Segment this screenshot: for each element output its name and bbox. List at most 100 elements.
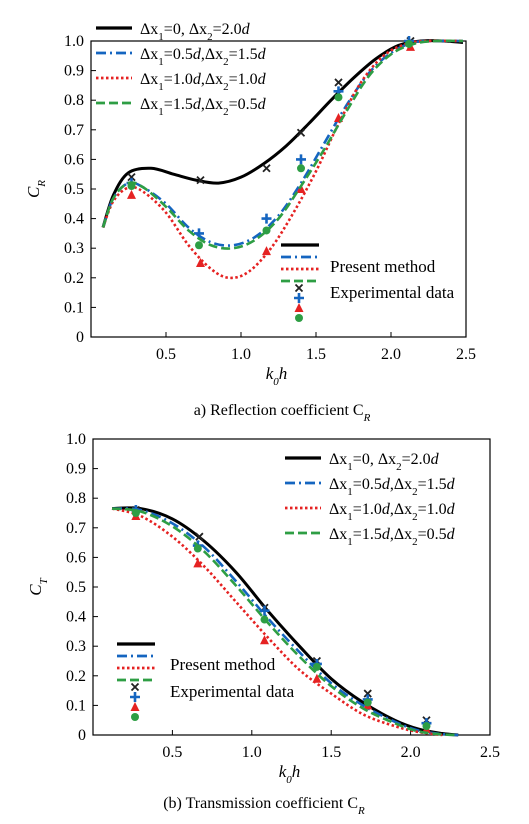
- subscript: 2: [223, 56, 229, 68]
- text-run: =1.0: [164, 71, 193, 88]
- legend-label-4: Δx1=1.5d,Δx2=0.5d: [140, 96, 267, 118]
- x-tick-label: 2.5: [456, 346, 476, 363]
- y-tick-label: 1.0: [66, 431, 86, 448]
- subscript: 2: [412, 511, 418, 523]
- data-point-3: [196, 258, 205, 267]
- key-marker-1: [294, 283, 304, 293]
- text-run: =0.5: [353, 476, 382, 493]
- data-point-4: [334, 93, 343, 102]
- subscript: 2: [412, 536, 418, 548]
- y-axis-label: CR: [24, 180, 48, 198]
- y-tick-label: 0.8: [64, 92, 84, 109]
- text-run: d: [382, 476, 391, 493]
- text-run: d: [258, 46, 267, 63]
- text-run: =0, Δx: [353, 451, 396, 468]
- chart-panel-reflection: 0 0.1 0.2 0.3 0.4 0.5 0.6 0.7 0.8 0.9 1.0 0.5 1.0 1.5…: [24, 21, 476, 424]
- data-point-1: [363, 689, 372, 698]
- text-run: =0.5: [164, 46, 193, 63]
- x-tick-label: 1.5: [306, 346, 326, 363]
- y-tick-label: 0.4: [66, 609, 86, 626]
- legend-label-3: Δx1=1.0d,Δx2=1.0d: [329, 501, 456, 523]
- data-point-2: [261, 213, 272, 224]
- text-run: d: [193, 46, 202, 63]
- x-tick-label: 0.5: [156, 346, 176, 363]
- subscript: 2: [396, 461, 402, 473]
- x-tick-label: 1.0: [242, 744, 262, 761]
- text-run: d: [382, 526, 391, 543]
- x-axis-label-tail: h: [279, 364, 288, 383]
- legend-label-2: Δx1=0.5d,Δx2=1.5d: [140, 46, 267, 68]
- y-tick-label: 0.5: [64, 181, 84, 198]
- text-run: ,Δx: [390, 501, 412, 518]
- text-run: C: [24, 186, 43, 198]
- data-point-4: [297, 164, 305, 173]
- y-tick-label: 0.9: [66, 461, 86, 478]
- y-tick-label: 0.1: [64, 299, 84, 316]
- y-tick-label: 1.0: [64, 33, 84, 50]
- text-run: Δx: [329, 476, 347, 493]
- key-marker-2: [130, 692, 140, 702]
- subscript: 2: [412, 486, 418, 498]
- text-run: C: [26, 584, 45, 596]
- text-run: k: [266, 364, 274, 383]
- data-point-3: [193, 558, 203, 568]
- subscript: 1: [347, 461, 353, 473]
- text-run: Δx: [329, 501, 347, 518]
- y-tick-label: 0: [78, 727, 86, 744]
- text-run: ,Δx: [201, 71, 223, 88]
- data-point-2: [296, 154, 306, 165]
- key-marker-4: [131, 713, 139, 721]
- data-point-3: [312, 673, 322, 683]
- text-run: d: [447, 476, 456, 493]
- y-tick-label: 0: [76, 329, 84, 346]
- subscript: 2: [223, 106, 229, 118]
- data-point-3: [127, 189, 136, 199]
- text-run: Δx: [140, 71, 158, 88]
- text-run: =1.5: [164, 96, 193, 113]
- legend-label-1: Δx1=0, Δx2=2.0d: [140, 21, 251, 43]
- series-line-2: [111, 507, 459, 737]
- subscript: 0: [273, 376, 279, 388]
- text-run: ,Δx: [390, 476, 412, 493]
- text-run: =1.0: [229, 71, 258, 88]
- data-point-1: [127, 173, 136, 182]
- legend-label-2: Δx1=0.5d,Δx2=1.5d: [329, 476, 456, 498]
- text-run: Δx: [329, 451, 347, 468]
- data-point-4: [262, 226, 271, 235]
- data-point-2: [259, 605, 270, 616]
- subscript: 1: [158, 31, 164, 43]
- y-axis-label: CT: [26, 577, 50, 595]
- data-point-4: [131, 509, 140, 517]
- key-label-experimental-data: Experimental data: [330, 283, 455, 302]
- key-marker-2: [294, 293, 304, 303]
- text-run: Δx: [140, 96, 158, 113]
- text-run: =1.5: [229, 46, 258, 63]
- text-run: =1.0: [418, 501, 447, 518]
- text-run: =1.5: [418, 476, 447, 493]
- subscript: 1: [158, 81, 164, 93]
- y-tick-label: 0.3: [66, 638, 86, 655]
- caption-text: a) Reflection coefficient C: [194, 402, 364, 419]
- data-point-4: [312, 662, 321, 671]
- text-run: =0.5: [229, 96, 258, 113]
- key-label-present-method: Present method: [170, 655, 276, 674]
- subscript: 2: [223, 81, 229, 93]
- text-run: d: [258, 96, 267, 113]
- text-run: =2.0: [213, 21, 242, 38]
- text-run: d: [382, 501, 391, 518]
- data-point-3: [260, 635, 270, 645]
- x-tick-label: 1.0: [231, 346, 251, 363]
- text-run: =1.5: [353, 526, 382, 543]
- series-line-1: [101, 39, 464, 228]
- x-tick-label: 2.5: [480, 744, 500, 761]
- x-axis-label: k0h: [279, 762, 301, 786]
- data-point-4: [363, 698, 372, 707]
- figure-caption: (b) Transmission coefficient CR: [163, 795, 365, 817]
- x-tick-label: 1.5: [321, 744, 341, 761]
- key-marker-3: [294, 303, 304, 312]
- subscript: T: [38, 577, 50, 584]
- x-axis-label-tail: h: [292, 762, 301, 781]
- text-run: Δx: [140, 21, 158, 38]
- data-point-1: [196, 175, 205, 185]
- text-run: ,Δx: [390, 526, 412, 543]
